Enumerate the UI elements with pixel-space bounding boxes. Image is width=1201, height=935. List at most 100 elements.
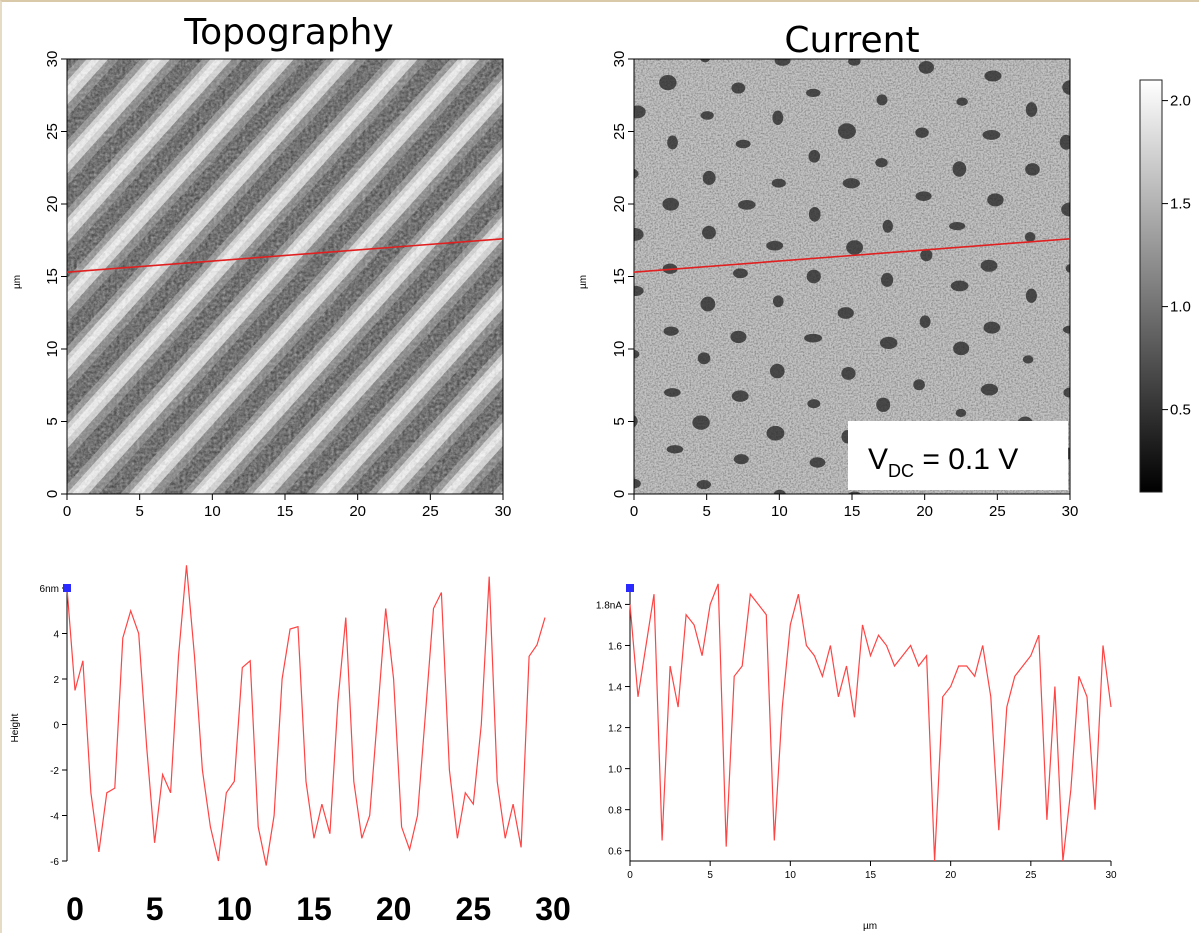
current-profile-line: [633, 238, 1071, 273]
height-series-line: [66, 565, 546, 866]
current-profile-y-tick-label: 0.6: [608, 847, 622, 858]
current-dark-spot: [1024, 232, 1036, 243]
height-x-tick-label: 5: [146, 891, 164, 927]
current-dark-spot: [701, 225, 716, 240]
current-dark-spot: [807, 399, 821, 409]
current-dark-spot: [1025, 288, 1037, 303]
current-dark-spot: [659, 75, 677, 91]
current-dark-spot: [842, 178, 860, 189]
current-dark-spot: [662, 197, 679, 211]
topography-map: Topography 0 5 10 15 20 25 30 0 5 10 15 20 25 30 µm: [12, 12, 511, 520]
current-dark-spot: [879, 336, 898, 349]
current-dark-spot: [1094, 51, 1112, 60]
height-x-tick-label: 20: [376, 891, 412, 927]
current-dark-spot: [700, 59, 711, 63]
height-x-tick-label: 30: [535, 891, 571, 927]
topography-x-tick-label: 10: [204, 503, 221, 520]
current-profile-x-tick-label: 5: [707, 870, 713, 881]
current-dark-spot: [772, 110, 784, 126]
current-dark-spot: [987, 193, 1004, 207]
current-dark-spot: [738, 200, 756, 210]
height-x-tick-label: 10: [217, 891, 253, 927]
current-dark-spot: [1025, 102, 1038, 117]
current-dark-spot: [1062, 80, 1070, 95]
vdc-main: V: [868, 443, 888, 476]
current-profile-x-tick-label: 25: [1025, 870, 1037, 881]
current-dark-spot: [766, 425, 785, 441]
current-dark-spot: [1101, 424, 1112, 433]
current-profile-x-tick-label: 10: [785, 870, 797, 881]
topography-y-label: µm: [12, 275, 23, 289]
current-profile-y-tick-label: 1.6: [608, 641, 622, 652]
current-profile-axes: 0.6 0.8 1.0 1.2 1.4 1.6 1.8nA 0 5 10 15 20 25 30: [596, 583, 1117, 881]
current-profile-x-tick-label: 20: [945, 870, 957, 881]
current-x-tick-label: 20: [916, 503, 933, 520]
current-dark-spot: [876, 397, 891, 412]
vdc-annotation: VDC = 0.1 V: [848, 421, 1068, 490]
height-profile-axes: -6 -4 -2 0 2 4 6nm: [40, 565, 546, 868]
current-dark-spot: [846, 240, 864, 255]
current-y-tick-label: 10: [611, 341, 628, 358]
current-dark-spot: [955, 408, 967, 418]
current-x-tick-label: 0: [630, 503, 638, 520]
current-x-tick-label: 25: [989, 503, 1006, 520]
current-y-tick-label: 15: [611, 268, 628, 285]
current-dark-spot: [731, 390, 749, 402]
colorbar-tick-label: 2.0: [1170, 93, 1191, 110]
current-dark-spot: [953, 341, 970, 356]
current-map: Current 0 5 10 15 20 25 30 0 5 10 15 20 25 30 µm VDC …: [578, 20, 1112, 520]
current-dark-spot: [732, 268, 748, 279]
topography-y-tick-label: 5: [44, 417, 61, 425]
current-dark-spot: [766, 240, 784, 251]
current-title: Current: [784, 20, 919, 61]
topography-title: Topography: [183, 12, 393, 53]
current-y-tick-label: 5: [611, 417, 628, 425]
current-dark-spot: [806, 88, 821, 98]
current-dark-spot: [634, 349, 640, 359]
current-dark-spot: [876, 94, 888, 106]
current-dark-spot: [809, 457, 826, 468]
current-dark-spot: [692, 415, 710, 430]
current-profile: 0.6 0.8 1.0 1.2 1.4 1.6 1.8nA 0 5 10 15 20 25 30 µm: [596, 583, 1117, 932]
vdc-rest: = 0.1 V: [914, 443, 1018, 476]
current-dark-spot: [808, 206, 821, 222]
topography-x-tick-label: 15: [277, 503, 294, 520]
current-x-label: µm: [863, 921, 877, 932]
current-dark-spot: [664, 388, 681, 397]
topography-x-tick-label: 30: [495, 503, 512, 520]
current-profile-cursor-marker: [626, 584, 634, 592]
current-dark-spot: [666, 445, 684, 454]
current-dark-spot: [915, 191, 932, 201]
current-dark-spot: [984, 70, 1002, 82]
current-dark-spot: [841, 367, 856, 380]
current-dark-spot: [774, 59, 791, 66]
topography-y-tick-label: 30: [44, 51, 61, 68]
current-dark-spot: [920, 249, 933, 262]
current-dark-spot: [848, 59, 861, 66]
current-dark-spot: [1095, 108, 1107, 124]
current-dark-spot: [980, 259, 998, 272]
topography-profile-line: [66, 238, 504, 273]
current-dark-spot: [1022, 355, 1034, 364]
current-dark-spot: [1061, 202, 1070, 217]
topography-image: [67, 59, 503, 494]
current-dark-spot: [1097, 481, 1107, 496]
height-cursor-marker: [63, 584, 71, 592]
svg-text:VDC = 0.1 V: VDC = 0.1 V: [868, 443, 1018, 481]
current-profile-x-tick-label: 0: [627, 870, 633, 881]
current-dark-spot: [952, 161, 967, 177]
current-dark-spot: [730, 330, 747, 344]
current-dark-spot: [918, 60, 934, 74]
current-y-label: µm: [578, 275, 589, 289]
topography-x-tick-label: 20: [349, 503, 366, 520]
current-dark-spot: [634, 105, 646, 119]
height-y-tick-label: -2: [50, 766, 59, 777]
current-dark-spot: [808, 149, 821, 163]
colorbar: 0.5 1.0 1.5 2.0: [1139, 79, 1191, 493]
height-x-ticks: 0 5 10 15 20 25 30: [66, 891, 571, 927]
current-dark-spot: [1025, 163, 1040, 176]
current-y-tick-label: 25: [611, 123, 628, 140]
current-profile-y-tick-label: 1.2: [608, 724, 622, 735]
current-dark-spot: [837, 307, 854, 319]
